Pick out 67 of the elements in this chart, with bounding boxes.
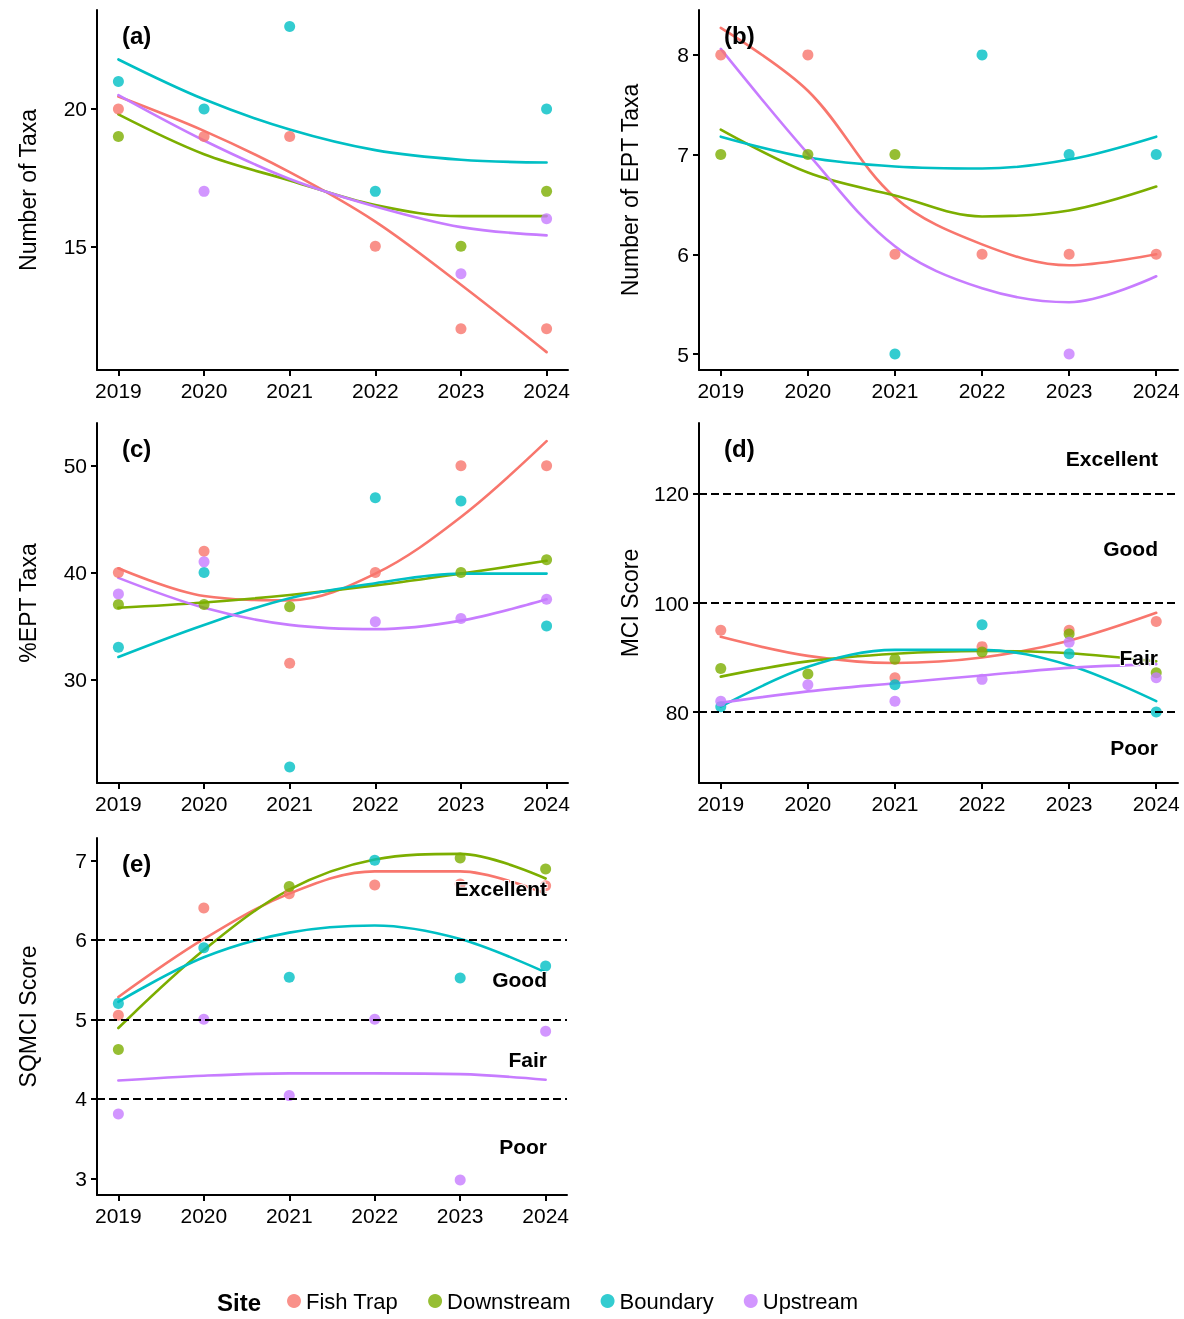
y-axis-title: SQMCI Score xyxy=(14,945,41,1088)
x-tick-label: 2024 xyxy=(1132,792,1180,815)
x-tick-label: 2024 xyxy=(1132,379,1180,402)
y-tick-label: 80 xyxy=(665,700,689,724)
x-tick-label: 2020 xyxy=(180,1204,228,1227)
y-tick-label: 120 xyxy=(653,482,689,506)
legend-label: Upstream xyxy=(762,1288,859,1314)
y-tick-label: 8 xyxy=(677,43,689,67)
x-tick-label: 2022 xyxy=(351,1204,399,1227)
y-axis-title: Number of Taxa xyxy=(14,108,41,271)
y-tick-label: 7 xyxy=(677,143,689,167)
x-tick-label: 2019 xyxy=(95,792,142,815)
x-tick-label: 2020 xyxy=(784,379,832,402)
text: (d) xyxy=(724,434,755,462)
y-tick-label: 7 xyxy=(75,848,87,872)
y-tick-label: 50 xyxy=(63,454,87,478)
y-tick-label: 15 xyxy=(63,234,87,258)
y-tick-label: 5 xyxy=(75,1007,87,1031)
x-tick-label: 2023 xyxy=(437,792,485,815)
x-tick-label: 2021 xyxy=(871,792,919,815)
annotation: Excellent xyxy=(1065,446,1158,470)
x-tick-label: 2023 xyxy=(1045,792,1093,815)
y-tick-label: 5 xyxy=(677,342,689,366)
y-axis-title: %EPT Taxa xyxy=(14,543,41,663)
y-axis-title: MCI Score xyxy=(616,548,643,658)
x-tick-label: 2024 xyxy=(522,1204,570,1227)
x-tick-label: 2019 xyxy=(95,1204,142,1227)
text: (c) xyxy=(122,434,152,462)
x-tick-label: 2022 xyxy=(958,792,1006,815)
x-tick-label: 2019 xyxy=(697,379,745,402)
x-tick-label: 2021 xyxy=(266,379,314,402)
text: (e) xyxy=(122,849,152,877)
legend-title: Site xyxy=(217,1288,262,1316)
x-tick-label: 2020 xyxy=(784,792,832,815)
annotation: Good xyxy=(492,968,547,992)
y-tick-label: 100 xyxy=(653,591,689,615)
x-tick-label: 2020 xyxy=(180,792,228,815)
x-tick-label: 2019 xyxy=(95,379,142,402)
x-tick-label: 2021 xyxy=(871,379,919,402)
legend-label: Downstream xyxy=(447,1288,571,1314)
annotation: Poor xyxy=(1110,736,1158,760)
x-tick-label: 2024 xyxy=(523,792,571,815)
x-tick-label: 2022 xyxy=(351,792,399,815)
x-tick-label: 2021 xyxy=(265,1204,313,1227)
y-tick-label: 40 xyxy=(63,561,87,585)
x-tick-label: 2023 xyxy=(436,1204,484,1227)
y-tick-label: 4 xyxy=(75,1087,88,1111)
y-tick-label: 3 xyxy=(75,1166,87,1190)
y-tick-label: 20 xyxy=(63,97,87,121)
x-tick-label: 2022 xyxy=(351,379,399,402)
annotation: Fair xyxy=(508,1047,547,1071)
annotation: Poor xyxy=(499,1135,547,1159)
x-tick-label: 2021 xyxy=(266,792,314,815)
y-axis-title: Number of EPT Taxa xyxy=(616,83,643,297)
x-tick-label: 2019 xyxy=(697,792,745,815)
x-tick-label: 2023 xyxy=(437,379,485,402)
x-tick-label: 2022 xyxy=(958,379,1006,402)
legend-label: Fish Trap xyxy=(306,1288,398,1314)
legend-label: Boundary xyxy=(619,1288,714,1314)
x-tick-label: 2020 xyxy=(180,379,228,402)
y-tick-label: 6 xyxy=(677,242,689,266)
text: (a) xyxy=(122,21,152,49)
annotation: Good xyxy=(1103,536,1158,560)
x-tick-label: 2023 xyxy=(1045,379,1093,402)
y-tick-label: 30 xyxy=(63,667,87,691)
y-tick-label: 6 xyxy=(75,928,87,952)
x-tick-label: 2024 xyxy=(523,379,571,402)
